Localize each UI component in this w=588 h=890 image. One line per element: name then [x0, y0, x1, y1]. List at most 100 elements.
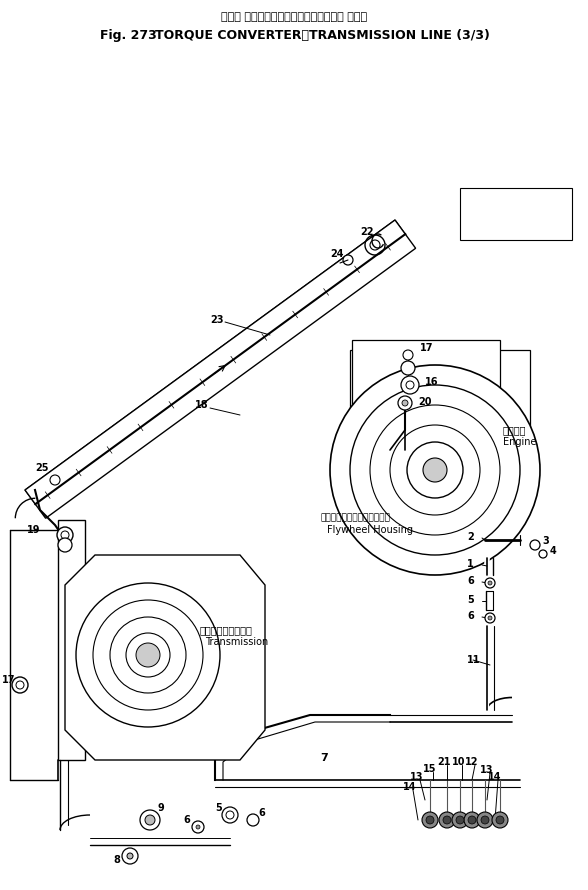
- Circle shape: [93, 600, 203, 710]
- Polygon shape: [25, 220, 416, 518]
- Circle shape: [439, 812, 455, 828]
- Circle shape: [12, 677, 28, 693]
- Circle shape: [407, 442, 463, 498]
- Circle shape: [76, 583, 220, 727]
- Text: 4: 4: [550, 546, 557, 556]
- Circle shape: [452, 812, 468, 828]
- Text: 13: 13: [410, 772, 424, 782]
- Circle shape: [496, 816, 504, 824]
- Circle shape: [488, 616, 492, 620]
- Polygon shape: [58, 520, 85, 760]
- Text: 17: 17: [2, 675, 15, 685]
- Text: 18: 18: [195, 400, 209, 410]
- Text: 3: 3: [542, 536, 549, 546]
- Polygon shape: [352, 340, 500, 420]
- Circle shape: [485, 578, 495, 588]
- Text: 17: 17: [420, 343, 433, 353]
- Text: 25: 25: [35, 463, 48, 473]
- Text: 14: 14: [488, 772, 502, 782]
- Circle shape: [192, 821, 204, 833]
- Text: 15: 15: [423, 764, 437, 774]
- Circle shape: [390, 425, 480, 515]
- FancyBboxPatch shape: [460, 188, 572, 240]
- Circle shape: [57, 527, 73, 543]
- Circle shape: [122, 848, 138, 864]
- Circle shape: [488, 581, 492, 585]
- Text: 24: 24: [330, 249, 343, 259]
- Polygon shape: [25, 220, 405, 504]
- Text: 13: 13: [480, 765, 494, 775]
- Text: 適用番号: 適用番号: [463, 193, 485, 203]
- Circle shape: [464, 812, 480, 828]
- Circle shape: [406, 381, 414, 389]
- Text: 21: 21: [437, 757, 451, 767]
- Circle shape: [456, 816, 464, 824]
- Text: フライホイール・ハウジング: フライホイール・ハウジング: [320, 514, 390, 522]
- Text: トルク コンバータ・トランスミッション ライン: トルク コンバータ・トランスミッション ライン: [221, 12, 367, 22]
- Text: 5: 5: [467, 595, 474, 605]
- Text: Serial No.: Serial No.: [463, 206, 507, 214]
- Text: 10162～: 10162～: [463, 217, 497, 226]
- Text: 23: 23: [210, 315, 223, 325]
- Text: 1: 1: [467, 559, 474, 569]
- Text: 6: 6: [183, 815, 190, 825]
- Circle shape: [423, 458, 447, 482]
- Circle shape: [16, 681, 24, 689]
- Text: 6: 6: [467, 576, 474, 586]
- Text: 8: 8: [113, 855, 120, 865]
- Circle shape: [481, 816, 489, 824]
- Text: Engine: Engine: [503, 437, 536, 447]
- Circle shape: [530, 540, 540, 550]
- Circle shape: [58, 538, 72, 552]
- Polygon shape: [65, 555, 265, 760]
- Circle shape: [343, 255, 353, 265]
- Text: 9: 9: [157, 803, 163, 813]
- Text: 7: 7: [320, 753, 328, 763]
- Circle shape: [126, 633, 170, 677]
- Text: 16: 16: [425, 377, 439, 387]
- Circle shape: [468, 816, 476, 824]
- Circle shape: [398, 396, 412, 410]
- Circle shape: [402, 400, 408, 406]
- Text: 19: 19: [27, 525, 41, 535]
- Circle shape: [370, 405, 500, 535]
- Text: 6: 6: [258, 808, 265, 818]
- Circle shape: [226, 811, 234, 819]
- Circle shape: [61, 531, 69, 539]
- Text: TORQUE CONVERTER・TRANSMISSION LINE (3/3): TORQUE CONVERTER・TRANSMISSION LINE (3/3): [155, 28, 490, 42]
- Text: 10: 10: [452, 757, 466, 767]
- Text: Transmission: Transmission: [205, 637, 268, 647]
- Text: 5: 5: [215, 803, 222, 813]
- Circle shape: [127, 853, 133, 859]
- Circle shape: [492, 812, 508, 828]
- Circle shape: [443, 816, 451, 824]
- Circle shape: [403, 350, 413, 360]
- Polygon shape: [350, 350, 530, 510]
- Circle shape: [426, 816, 434, 824]
- Circle shape: [145, 815, 155, 825]
- Circle shape: [330, 365, 540, 575]
- Text: 14: 14: [403, 782, 417, 792]
- Circle shape: [50, 475, 60, 485]
- Circle shape: [140, 810, 160, 830]
- Text: 22: 22: [360, 227, 373, 237]
- Circle shape: [485, 613, 495, 623]
- Text: トランスミッション: トランスミッション: [200, 625, 253, 635]
- Text: 12: 12: [465, 757, 479, 767]
- Circle shape: [477, 812, 493, 828]
- Circle shape: [110, 617, 186, 693]
- Circle shape: [136, 643, 160, 667]
- Text: Fig. 273: Fig. 273: [100, 28, 157, 42]
- Text: 11: 11: [467, 655, 480, 665]
- Circle shape: [539, 550, 547, 558]
- Text: エンジン: エンジン: [503, 425, 526, 435]
- Circle shape: [222, 807, 238, 823]
- Circle shape: [422, 812, 438, 828]
- Circle shape: [247, 814, 259, 826]
- Circle shape: [350, 385, 520, 555]
- Text: 20: 20: [418, 397, 432, 407]
- Text: 6: 6: [467, 611, 474, 621]
- Circle shape: [401, 361, 415, 375]
- Circle shape: [401, 376, 419, 394]
- Text: 2: 2: [467, 532, 474, 542]
